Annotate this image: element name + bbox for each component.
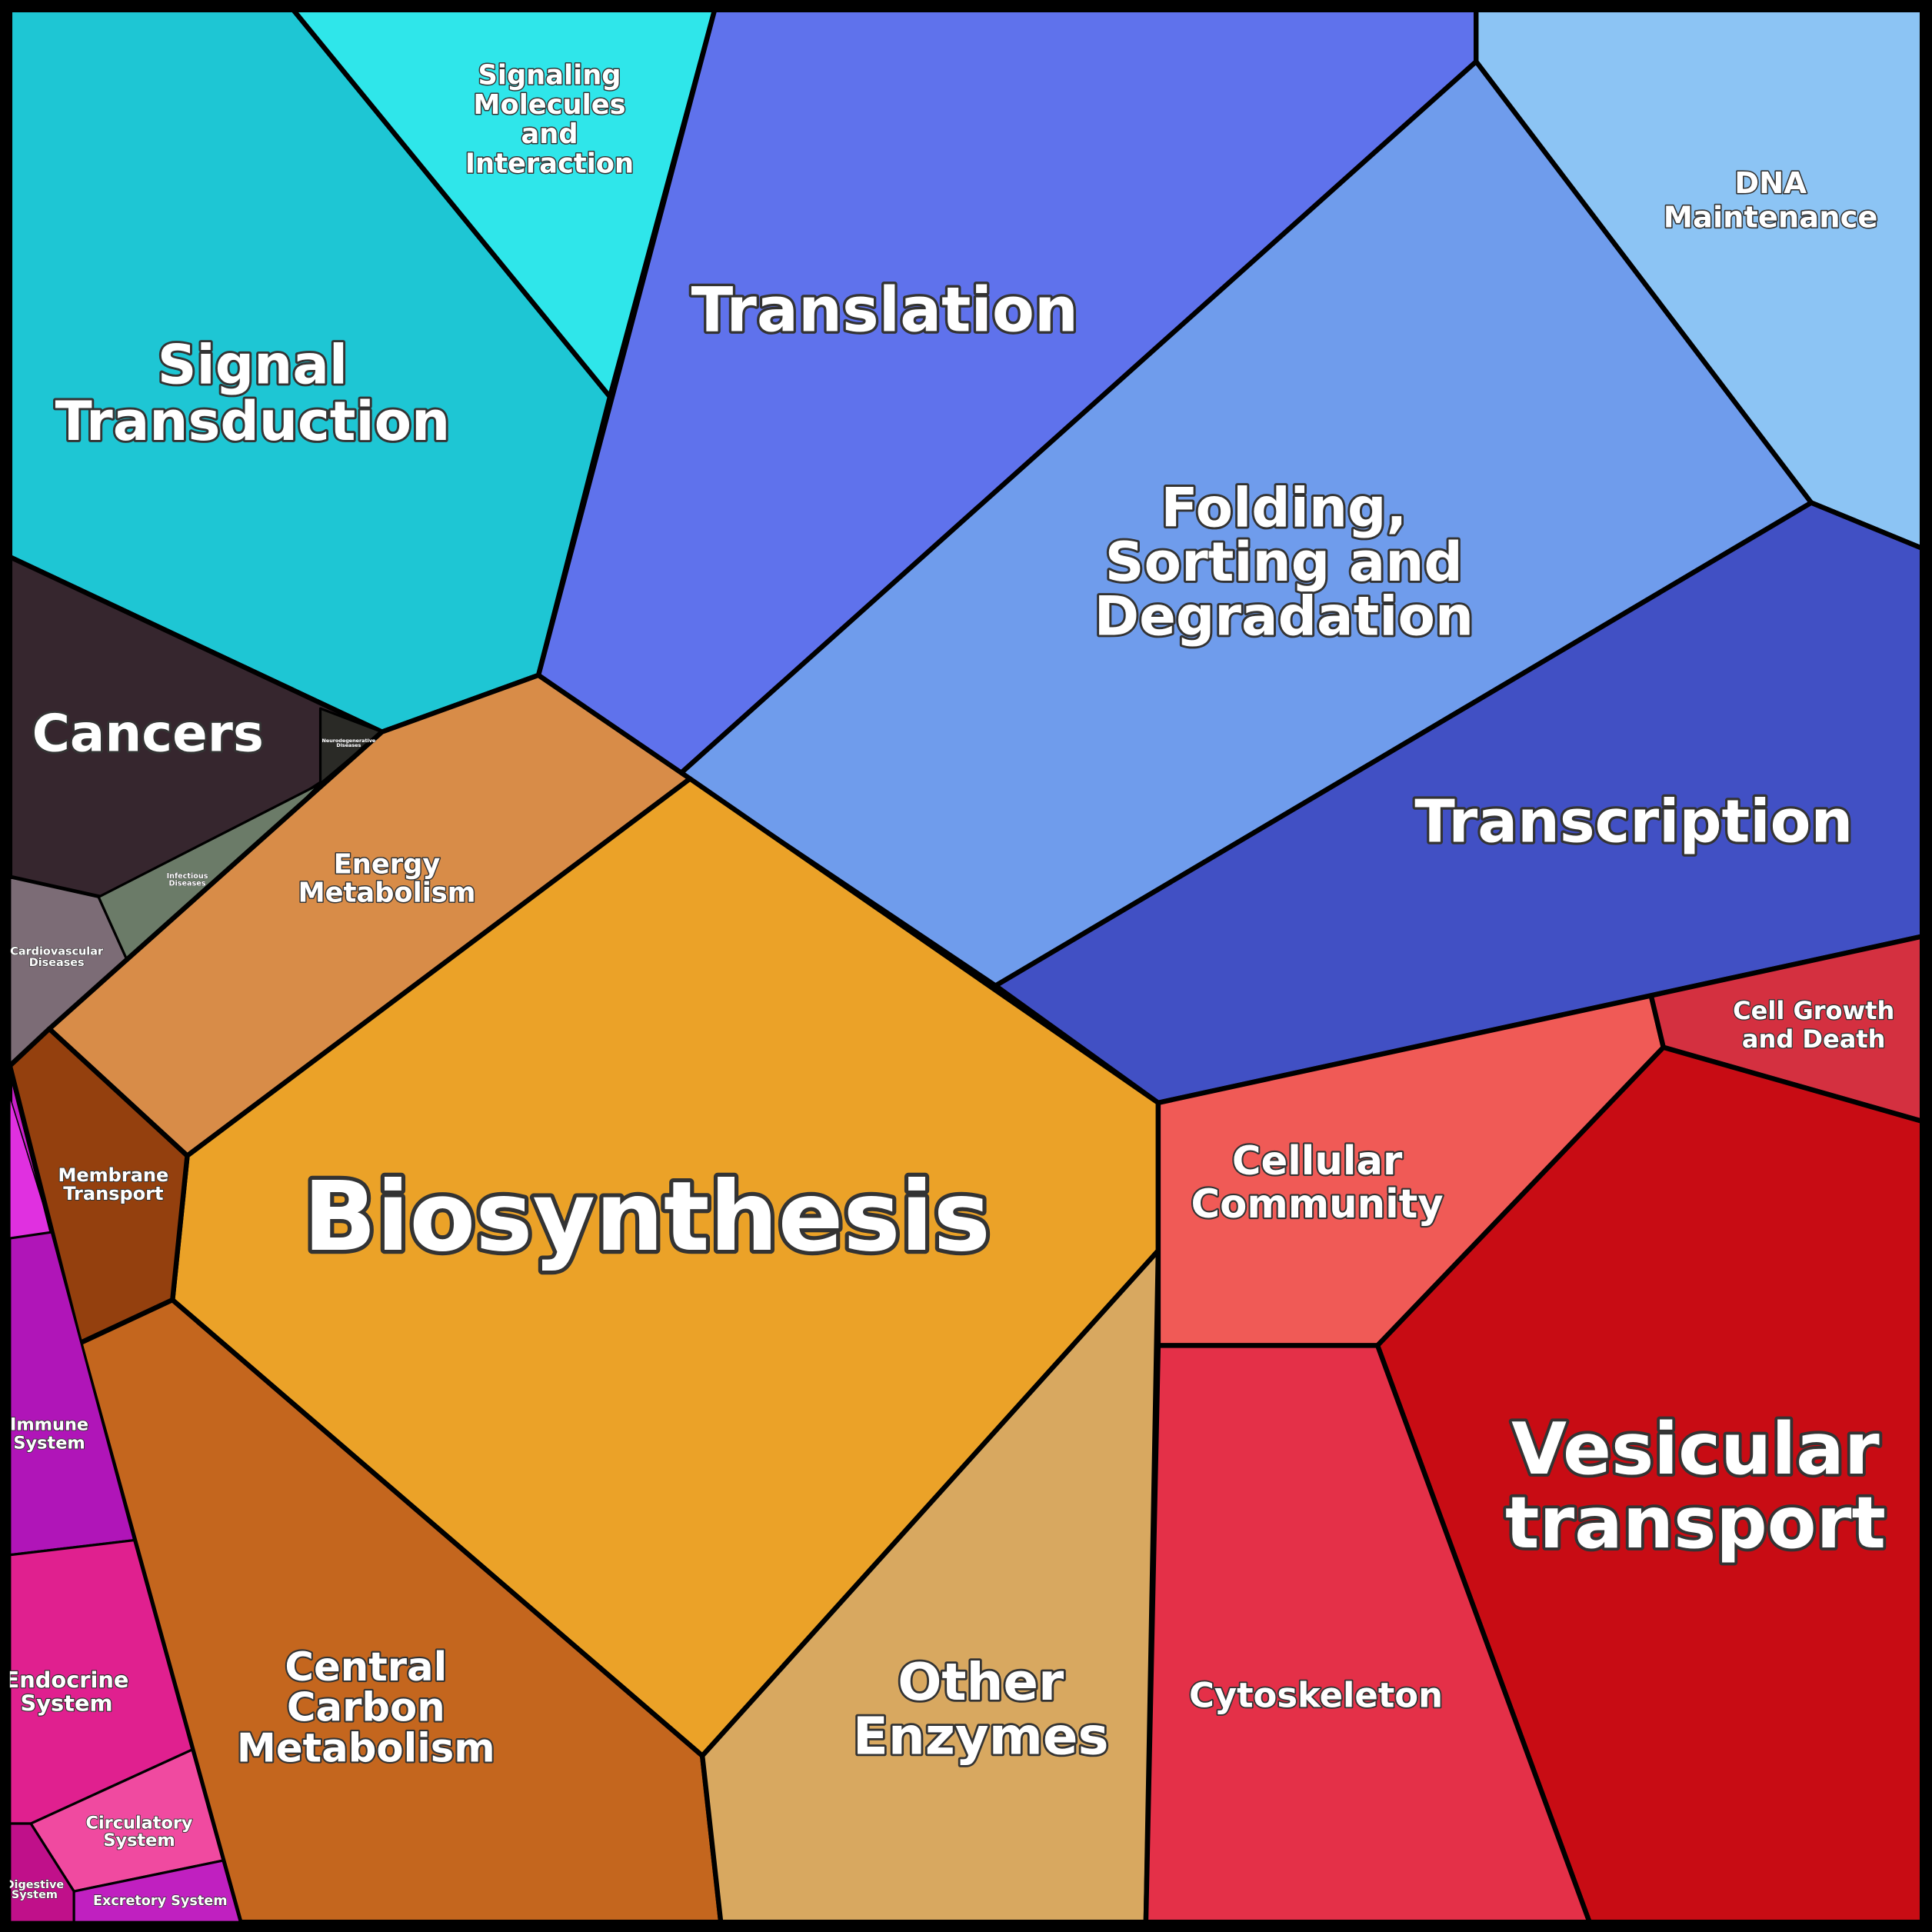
region-label: System bbox=[12, 1889, 58, 1901]
region-label: Transport bbox=[63, 1183, 163, 1204]
region-label: Immune bbox=[10, 1414, 88, 1434]
region-label: Carbon bbox=[287, 1685, 445, 1731]
region-label: Signaling bbox=[478, 59, 621, 91]
region-label: Biosynthesis bbox=[303, 1161, 991, 1273]
region-label: and Death bbox=[1742, 1024, 1886, 1054]
region-label: Diseases bbox=[29, 957, 85, 969]
region-label: Infectious bbox=[167, 872, 208, 881]
region-label: Circulatory bbox=[86, 1814, 193, 1834]
region-label: Enzymes bbox=[853, 1707, 1109, 1767]
region-label: DNA bbox=[1734, 166, 1807, 201]
region-label: Excretory System bbox=[93, 1894, 228, 1909]
region-label: Central bbox=[285, 1644, 447, 1690]
region-label: Degradation bbox=[1094, 585, 1474, 648]
region-label: and bbox=[521, 118, 578, 150]
region-label: System bbox=[20, 1690, 112, 1716]
region-label: Maintenance bbox=[1664, 201, 1878, 235]
region-label: Cancers bbox=[32, 704, 264, 764]
region-label: Metabolism bbox=[298, 877, 476, 908]
region-label: Digestive bbox=[5, 1879, 65, 1891]
region-label: Sorting and bbox=[1105, 531, 1463, 594]
region-label: Cytoskeleton bbox=[1189, 1675, 1443, 1716]
region-label: System bbox=[103, 1830, 175, 1850]
region-label: Endocrine bbox=[5, 1667, 129, 1693]
region-label: transport bbox=[1505, 1481, 1886, 1564]
region-label: Cardiovascular bbox=[10, 946, 104, 958]
region-label: Cell Growth bbox=[1733, 996, 1894, 1025]
region-label: Interaction bbox=[465, 148, 634, 180]
region-label: Transcription bbox=[1414, 788, 1853, 856]
region-label: Neurodegenerative bbox=[322, 738, 376, 744]
region-label: Molecules bbox=[473, 89, 625, 121]
region-label: Transduction bbox=[55, 390, 451, 453]
region-label: Diseases bbox=[336, 742, 361, 748]
region-label: Membrane bbox=[58, 1164, 168, 1186]
region-label: Cellular bbox=[1232, 1138, 1403, 1184]
region-label: System bbox=[13, 1433, 85, 1453]
region-label: Translation bbox=[691, 274, 1078, 345]
region-label: Folding, bbox=[1161, 476, 1407, 539]
region-label: Energy bbox=[334, 848, 441, 880]
region-label: Community bbox=[1191, 1181, 1444, 1227]
region-label: Metabolism bbox=[237, 1726, 495, 1772]
region-label: Diseases bbox=[169, 880, 206, 888]
region-label: Vesicular bbox=[1511, 1407, 1880, 1491]
region-label: Signal bbox=[158, 334, 348, 397]
region-label: Other bbox=[898, 1652, 1064, 1712]
